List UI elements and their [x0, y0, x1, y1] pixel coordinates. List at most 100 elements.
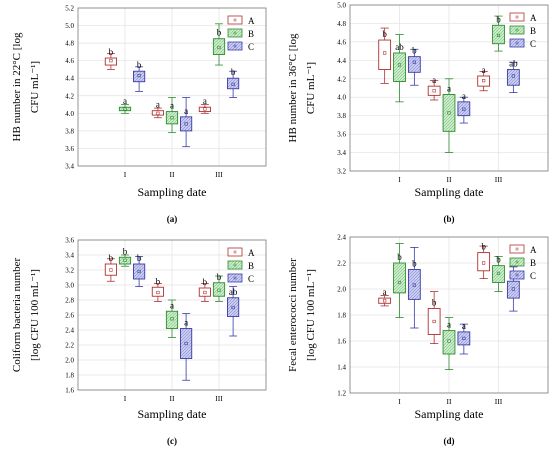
box-body: [198, 287, 211, 297]
y-tick-label: 1.2: [337, 390, 346, 398]
box-A-II: b: [151, 276, 164, 302]
y-tick-label: 5.2: [65, 5, 74, 13]
y-tick-label: 4.4: [65, 75, 74, 83]
center-marker: [170, 116, 174, 120]
chart-panel-d: 1.21.41.61.82.02.22.4IIIIIIabbbabbaabABC…: [287, 234, 549, 446]
significance-letter: b: [481, 242, 486, 252]
chart-panel-b: 3.23.43.63.84.04.24.44.64.85.0I II IIIbaaa…: [287, 2, 549, 224]
legend-swatch-C: [227, 273, 243, 283]
center-marker: [123, 258, 127, 262]
box-body: [104, 263, 117, 276]
box-C-II: a: [457, 321, 471, 355]
y-tick-label: 2.4: [65, 327, 74, 335]
box-body: [212, 38, 226, 55]
box-C-II: a: [180, 313, 193, 381]
significance-letter: b: [412, 46, 417, 56]
plot-frame: [77, 7, 267, 167]
legend-label-B: B: [248, 261, 254, 271]
center-marker: [496, 271, 501, 276]
x-axis-label: Sampling date: [415, 185, 484, 199]
box-body: [393, 262, 406, 294]
y-tick-label: 4.0: [337, 94, 346, 102]
y-tick-label: 4.2: [65, 92, 74, 100]
significance-letter: b: [123, 246, 128, 256]
center-marker: [383, 299, 387, 303]
significance-letter: b: [231, 67, 236, 77]
y-tick-label: 4.6: [337, 38, 346, 46]
legend: ABC: [227, 15, 255, 52]
center-marker: [412, 60, 416, 64]
box-body: [133, 70, 146, 83]
y-tick-label: 2.4: [337, 234, 346, 242]
significance-letter: a: [482, 65, 486, 75]
significance-letter: b: [137, 60, 142, 70]
box-body: [227, 77, 240, 90]
box-C-III: ab: [227, 286, 240, 337]
y-tick-label: 1.6: [65, 387, 74, 395]
y-axis-label: Coliform bacteria number: [11, 258, 23, 373]
significance-letter: b: [432, 298, 437, 308]
y-tick-label: 1.4: [337, 364, 346, 372]
y-tick-label: 3.4: [337, 149, 346, 157]
legend-marker: [515, 247, 519, 251]
plot-frame: [349, 236, 549, 394]
center-marker: [511, 287, 515, 291]
box-body: [393, 52, 406, 82]
box-A-I: b: [104, 47, 117, 70]
y-axis-label: [log CFU 100 mL⁻¹]: [305, 269, 317, 361]
significance-letter: a: [447, 320, 451, 330]
box-C-I: b: [133, 253, 146, 287]
y-tick-label: 4.2: [337, 75, 346, 83]
panel-label: (c): [167, 436, 177, 446]
y-axis-label: [log CFU 100 mL⁻¹]: [29, 269, 41, 361]
y-tick-label: 3.6: [65, 237, 74, 245]
box-B-II: a: [442, 78, 456, 153]
y-tick-label: 2.2: [65, 342, 74, 350]
significance-letter: a: [123, 96, 127, 106]
box-B-I: b: [393, 243, 406, 319]
significance-letter: b: [156, 276, 161, 286]
box-A-III: b: [198, 277, 211, 302]
legend-swatch-B: [227, 260, 243, 270]
box-body: [407, 56, 421, 73]
y-tick-label: 2.8: [65, 297, 74, 305]
center-marker: [496, 33, 501, 38]
legend-label-B: B: [248, 29, 254, 39]
chart-panel-c: 1.61.82.02.22.42.62.83.03.23.43.6I II IIIb…: [11, 237, 267, 446]
legend-label-B: B: [530, 258, 536, 268]
significance-letter: b: [412, 259, 417, 269]
significance-letter: a: [170, 101, 174, 111]
center-marker: [511, 74, 515, 78]
y-tick-label: 4.8: [65, 40, 74, 48]
box-B-I: ab: [393, 34, 406, 103]
box-C-I: b: [407, 46, 421, 86]
x-tick-label: II: [447, 397, 452, 406]
legend-label-C: C: [530, 39, 536, 49]
box-body: [427, 85, 441, 96]
box-body: [427, 308, 441, 335]
box-B-III: b: [212, 272, 226, 302]
legend-marker: [233, 263, 237, 267]
legend-marker: [515, 41, 519, 45]
y-tick-label: 4.0: [65, 110, 74, 118]
box-C-I: b: [133, 60, 146, 92]
significance-letter: b: [496, 14, 501, 24]
panel-label: (b): [444, 214, 455, 224]
center-marker: [447, 339, 451, 343]
legend-swatch-B: [509, 25, 525, 35]
box-C-III: b: [227, 67, 240, 98]
legend-label-A: A: [248, 248, 255, 258]
box-C-I: b: [407, 246, 421, 329]
significance-letter: b: [203, 277, 208, 287]
box-body: [442, 94, 456, 132]
box-body: [227, 297, 240, 317]
box-body: [104, 57, 117, 66]
center-marker: [137, 269, 141, 274]
center-marker: [397, 280, 402, 285]
box-body: [118, 256, 132, 265]
legend-marker: [233, 31, 237, 35]
box-A-I: a: [378, 287, 392, 307]
significance-letter: b: [109, 253, 114, 263]
significance-letter: a: [462, 91, 466, 101]
center-marker: [231, 305, 235, 310]
